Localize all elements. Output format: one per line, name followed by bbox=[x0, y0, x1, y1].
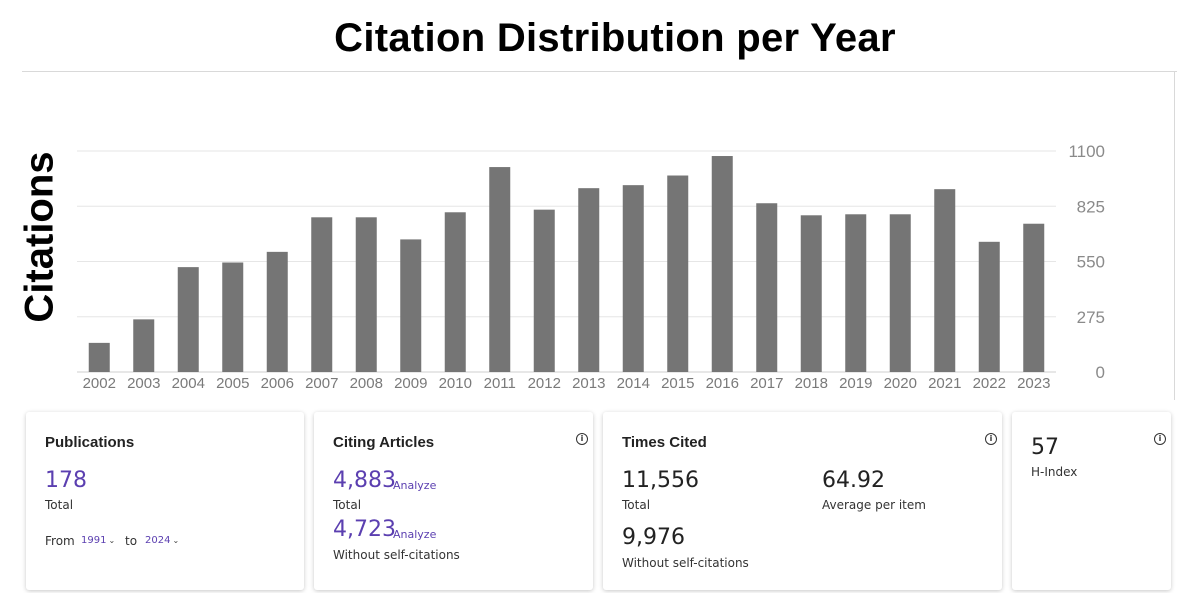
to-year-value: 2024 bbox=[145, 535, 171, 546]
info-icon[interactable]: i bbox=[576, 433, 588, 445]
bar-2018 bbox=[800, 215, 822, 372]
bar-2012 bbox=[533, 209, 555, 372]
bar-2023 bbox=[1023, 223, 1045, 372]
average-per-item-label: Average per item bbox=[822, 498, 926, 512]
bar-2013 bbox=[578, 188, 600, 372]
x-tick-label: 2009 bbox=[394, 375, 427, 392]
y-tick-label: 1100 bbox=[1068, 142, 1105, 161]
h-index-label: H-Index bbox=[1031, 465, 1078, 479]
citing-total-analyze-link[interactable]: Analyze bbox=[393, 479, 437, 492]
publications-title: Publications bbox=[45, 434, 135, 451]
citing-total-label: Total bbox=[333, 498, 362, 512]
y-tick-label: 825 bbox=[1077, 197, 1105, 216]
bar-2002 bbox=[88, 342, 110, 372]
x-tick-label: 2022 bbox=[973, 375, 1006, 392]
bar-2007 bbox=[311, 217, 333, 372]
x-tick-label: 2003 bbox=[127, 375, 160, 392]
bar-2009 bbox=[400, 239, 422, 372]
bar-2006 bbox=[266, 251, 288, 372]
x-tick-label: 2020 bbox=[884, 375, 917, 392]
info-icon[interactable]: i bbox=[1154, 433, 1166, 445]
x-tick-label: 2018 bbox=[795, 375, 828, 392]
bar-2004 bbox=[177, 267, 199, 372]
x-tick-label: 2010 bbox=[439, 375, 472, 392]
citing-self-value[interactable]: 4,723 bbox=[333, 517, 396, 542]
x-tick-label: 2004 bbox=[172, 375, 205, 392]
x-tick-label: 2015 bbox=[661, 375, 694, 392]
from-label: From bbox=[45, 534, 75, 548]
bar-2016 bbox=[711, 156, 733, 372]
chevron-down-icon: ⌄ bbox=[108, 536, 116, 545]
x-tick-label: 2016 bbox=[706, 375, 739, 392]
times-cited-total-value: 11,556 bbox=[622, 468, 699, 493]
h-index-card: 57 H-Index i bbox=[1012, 412, 1171, 590]
bar-2015 bbox=[667, 175, 689, 372]
chart-frame-edge bbox=[1174, 72, 1175, 400]
bar-2008 bbox=[355, 217, 377, 372]
bar-2011 bbox=[489, 167, 511, 372]
y-tick-label: 0 bbox=[1096, 363, 1105, 382]
x-tick-label: 2006 bbox=[261, 375, 294, 392]
x-tick-label: 2005 bbox=[216, 375, 249, 392]
publications-value[interactable]: 178 bbox=[45, 468, 87, 493]
citing-articles-title: Citing Articles bbox=[333, 434, 435, 451]
bar-2005 bbox=[222, 262, 244, 372]
x-tick-label: 2019 bbox=[839, 375, 872, 392]
x-tick-labels: 2002 2003 2004 2005 2006 2007 2008 2009 2010 2011… bbox=[83, 375, 1051, 392]
citing-self-analyze-link[interactable]: Analyze bbox=[393, 528, 437, 541]
times-cited-self-value: 9,976 bbox=[622, 525, 685, 550]
to-year-select[interactable]: 2024 ⌄ bbox=[145, 535, 179, 546]
bar-2020 bbox=[889, 214, 911, 372]
x-tick-label: 2013 bbox=[572, 375, 605, 392]
y-tick-labels: 0 275 550 825 1100 bbox=[1068, 142, 1105, 382]
x-tick-label: 2011 bbox=[484, 375, 516, 392]
title-divider bbox=[22, 71, 1177, 72]
publications-value-label: Total bbox=[45, 498, 74, 512]
bar-2014 bbox=[622, 185, 644, 372]
x-tick-label: 2008 bbox=[350, 375, 383, 392]
bars bbox=[88, 156, 1045, 372]
bar-2021 bbox=[934, 189, 956, 372]
chevron-down-icon: ⌄ bbox=[172, 536, 180, 545]
from-year-value: 1991 bbox=[81, 535, 107, 546]
citing-self-label: Without self-citations bbox=[333, 548, 460, 562]
times-cited-card: Times Cited i 11,556 Total 64.92 Average… bbox=[603, 412, 1002, 590]
bar-2010 bbox=[444, 212, 466, 372]
x-tick-label: 2021 bbox=[928, 375, 961, 392]
x-tick-label: 2023 bbox=[1017, 375, 1050, 392]
bar-2017 bbox=[756, 203, 778, 372]
from-year-select[interactable]: 1991 ⌄ bbox=[81, 535, 115, 546]
citing-total-value[interactable]: 4,883 bbox=[333, 468, 396, 493]
h-index-value: 57 bbox=[1031, 435, 1059, 460]
info-icon[interactable]: i bbox=[985, 433, 997, 445]
bar-2019 bbox=[845, 214, 867, 372]
times-cited-title: Times Cited bbox=[622, 434, 707, 451]
x-tick-label: 2002 bbox=[83, 375, 116, 392]
times-cited-total-label: Total bbox=[622, 498, 651, 512]
x-tick-label: 2014 bbox=[617, 375, 650, 392]
y-tick-label: 275 bbox=[1077, 308, 1105, 327]
bar-chart: 2002 2003 2004 2005 2006 2007 2008 2009 2010 2011… bbox=[77, 142, 1105, 392]
x-tick-label: 2007 bbox=[305, 375, 338, 392]
y-tick-label: 550 bbox=[1077, 253, 1105, 272]
x-tick-label: 2017 bbox=[750, 375, 783, 392]
average-per-item-value: 64.92 bbox=[822, 468, 885, 493]
x-tick-label: 2012 bbox=[528, 375, 561, 392]
to-label: to bbox=[125, 534, 138, 548]
chart-title: Citation Distribution per Year bbox=[334, 16, 896, 60]
citing-articles-card: Citing Articles i 4,883 Analyze Total 4,… bbox=[314, 412, 593, 590]
times-cited-self-label: Without self-citations bbox=[622, 556, 749, 570]
publications-card: Publications 178 Total From 1991 ⌄ to 202… bbox=[26, 412, 304, 590]
bar-2022 bbox=[978, 241, 1000, 372]
bar-2003 bbox=[133, 319, 155, 372]
